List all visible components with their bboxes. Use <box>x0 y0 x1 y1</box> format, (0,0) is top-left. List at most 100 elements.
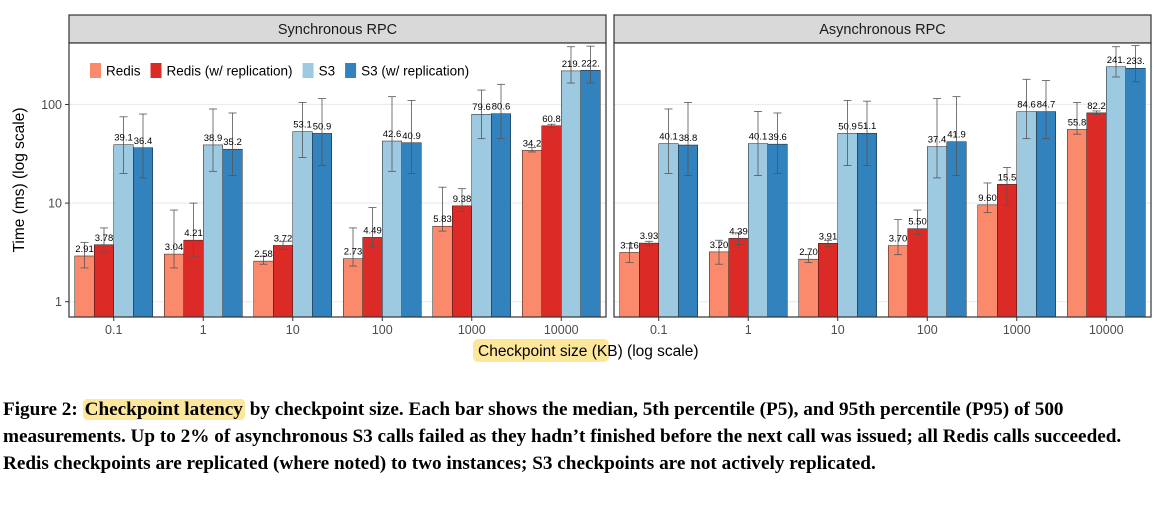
x-tick-label: 10 <box>831 323 845 337</box>
panel-border <box>613 42 1152 318</box>
x-tick-label: 100 <box>917 323 938 337</box>
bar <box>1125 67 1146 318</box>
x-tick-label: 10 <box>286 323 300 337</box>
panel-strip <box>68 14 607 44</box>
data-label: 50.9 <box>838 121 857 132</box>
bar <box>522 150 542 318</box>
data-label: 4.49 <box>363 225 382 236</box>
data-label: 79.6 <box>472 102 491 113</box>
x-tick-label: 1 <box>200 323 207 337</box>
data-label: 2.58 <box>254 249 273 260</box>
bar <box>728 238 749 318</box>
data-label: 9.38 <box>453 194 472 205</box>
data-label: 35.2 <box>223 137 242 148</box>
data-label: 80.6 <box>492 102 511 113</box>
bar <box>1106 66 1126 318</box>
x-tick-label: 100 <box>372 323 393 337</box>
legend-swatch <box>150 63 162 78</box>
data-label: 38.9 <box>204 133 223 144</box>
bar <box>491 113 511 318</box>
bar <box>362 237 383 318</box>
bar <box>818 243 838 318</box>
y-tick-label: 1 <box>55 295 62 309</box>
x-tick-label: 10000 <box>544 323 579 337</box>
data-label: 9.60 <box>978 193 997 204</box>
y-axis-title: Time (ms) (log scale) <box>11 108 28 253</box>
bar <box>94 244 114 318</box>
data-label: 40.1 <box>659 132 678 143</box>
bar <box>977 204 998 318</box>
data-label: 3.04 <box>165 242 184 253</box>
data-label: 219. <box>562 59 581 70</box>
bar <box>1036 111 1056 318</box>
caption-highlight: Checkpoint latency <box>82 399 245 420</box>
data-label: 3.70 <box>889 234 908 245</box>
data-label: 34.2 <box>523 138 542 149</box>
data-label: 53.1 <box>293 120 312 131</box>
data-label: 2.73 <box>344 247 363 258</box>
data-label: 3.16 <box>620 240 639 251</box>
data-label: 5.83 <box>433 214 452 225</box>
bar <box>452 205 472 318</box>
x-tick-label: 10000 <box>1089 323 1124 337</box>
data-label: 233. <box>1126 56 1145 67</box>
legend-entry: Redis (w/ replication) <box>167 64 293 79</box>
data-label: 3.20 <box>710 240 729 251</box>
data-label: 39.1 <box>114 133 133 144</box>
data-label: 4.21 <box>184 228 203 239</box>
legend-swatch <box>302 63 314 78</box>
data-label: 3.93 <box>640 231 659 242</box>
data-label: 40.9 <box>402 131 421 142</box>
data-label: 39.6 <box>768 132 787 143</box>
legend-entry: S3 <box>319 64 336 79</box>
data-label: 60.8 <box>542 114 561 125</box>
bar <box>580 70 601 318</box>
caption-prefix: Figure 2: <box>3 399 83 420</box>
panel-border <box>68 42 607 318</box>
bar <box>907 228 928 318</box>
data-label: 3.78 <box>95 233 114 244</box>
data-label: 36.4 <box>134 136 153 147</box>
panel-background <box>69 43 606 317</box>
data-label: 50.9 <box>313 121 332 132</box>
data-label: 84.6 <box>1017 100 1036 111</box>
data-label: 42.6 <box>383 129 402 140</box>
figure-caption: Figure 2: Checkpoint latency by checkpoi… <box>3 396 1163 477</box>
x-tick-label: 0.1 <box>650 323 667 337</box>
panel-title: Synchronous RPC <box>278 22 397 38</box>
x-tick-label: 1000 <box>1003 323 1031 337</box>
x-axis-title: Checkpoint size (KB) (log scale) <box>478 343 699 360</box>
data-label: 222. <box>581 58 600 69</box>
data-label: 5.50 <box>908 217 927 228</box>
y-tick-label: 100 <box>41 98 62 112</box>
bar <box>343 258 363 318</box>
bar <box>888 245 908 318</box>
data-label: 84.7 <box>1037 100 1056 111</box>
legend-swatch <box>345 63 357 78</box>
x-tick-label: 1000 <box>458 323 486 337</box>
bar <box>561 70 581 318</box>
y-tick-label: 10 <box>48 197 62 211</box>
data-label: 15.5 <box>998 172 1017 183</box>
caption-body: by checkpoint size. Each bar shows the m… <box>3 399 1122 474</box>
data-label: 37.4 <box>928 135 947 146</box>
bar <box>253 260 274 318</box>
data-label: 38.8 <box>679 133 698 144</box>
x-tick-label: 0.1 <box>105 323 122 337</box>
bar <box>273 245 293 318</box>
panel-background <box>614 43 1151 317</box>
panel-strip <box>613 14 1152 44</box>
bar <box>1086 112 1107 318</box>
bar <box>1067 129 1087 318</box>
data-label: 241. <box>1107 55 1126 66</box>
data-label: 3.91 <box>819 231 838 242</box>
data-label: 2.91 <box>75 244 94 255</box>
bar <box>1016 111 1037 318</box>
bar <box>292 131 313 318</box>
data-label: 55.8 <box>1068 117 1087 128</box>
data-label: 82.2 <box>1087 101 1106 112</box>
legend-entry: Redis <box>106 64 141 79</box>
data-label: 4.39 <box>729 226 748 237</box>
data-label: 3.72 <box>274 233 293 244</box>
legend-swatch <box>90 63 101 78</box>
